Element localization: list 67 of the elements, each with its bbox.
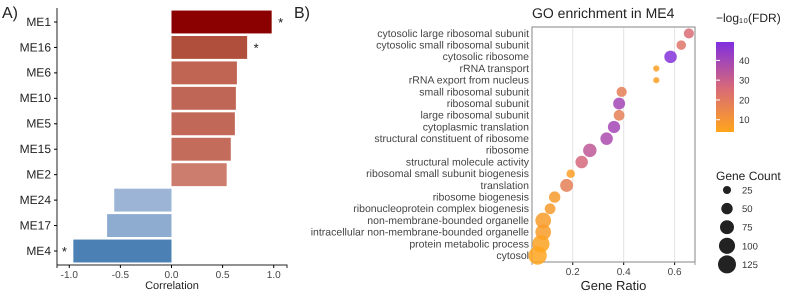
x-tick-label: 0.6 [668,267,682,278]
bar [171,112,235,136]
legend-label: 125 [742,260,758,271]
bar [171,138,231,161]
y-tick-label: ribosomal subunit [446,98,530,110]
y-tick-label: ME6 [26,66,52,80]
legend-title: Gene Count [716,169,782,183]
y-tick-label: cytosol [496,250,529,262]
annotation: * [254,40,259,56]
y-tick-label: protein metabolic process [409,238,529,250]
x-tick-label: -0.5 [112,270,130,282]
y-tick-label: structural molecule activity [406,156,530,168]
y-tick-label: ribosome [486,144,530,157]
x-axis-title: Correlation [145,280,199,292]
color-bar-label: 30 [739,76,750,87]
y-tick-label: cytoplasmic translation [422,121,530,134]
y-tick-label: structural constituent of ribosome [374,133,530,146]
annotation: * [62,244,67,260]
color-bar-label: 10 [739,115,750,126]
y-tick-label: ME16 [20,40,52,54]
y-tick-label: ME10 [20,91,52,106]
x-tick-label: 0.4 [616,267,632,278]
x-tick-label: -1.0 [60,270,78,282]
y-tick-label: cytosolic small ribosomal subunit [376,39,530,52]
legend-label: 75 [742,222,753,234]
bar [114,188,172,212]
color-bar-label: 20 [739,95,750,106]
y-tick-label: small ribosomal subunit [419,86,530,98]
x-tick-label: 1.0 [266,270,282,282]
legend-label: 100 [742,241,758,252]
y-tick-label: intracellular non-membrane-bounded organelle [310,226,530,239]
bar [73,240,172,262]
y-tick-label: ribosome biogenesis [432,191,529,204]
y-tick-label: non-membrane-bounded organelle [367,214,530,227]
y-tick-label: translation [480,180,530,192]
bar [107,214,172,238]
color-bar-title: −log₁₀(FDR) [716,11,781,25]
legend-label: 50 [742,204,753,216]
y-tick-label: ME4 [26,244,52,258]
legend-label: 25 [742,186,753,196]
y-tick-label: ME2 [26,168,52,182]
x-axis-title: Gene Ratio [580,278,646,293]
bar [171,86,236,110]
x-tick-label: 0.5 [216,270,230,282]
y-tick-label: ME24 [20,192,52,207]
chart-title: GO enrichment in ME4 [532,5,675,21]
y-tick-label: ME1 [26,14,52,29]
y-tick-label: rRNA export from nucleus [408,74,529,87]
y-tick-label: ME5 [26,116,52,131]
color-bar-label: 40 [739,56,750,67]
bar [171,36,248,59]
bar [171,61,237,84]
y-tick-label: cytosolic ribosome [442,51,530,64]
y-tick-label: ME17 [20,218,52,232]
x-tick-label: 0.2 [566,267,580,278]
y-tick-label: ME15 [20,142,52,156]
bar [171,10,272,34]
y-tick-label: ribonucleoprotein complex biogenesis [353,203,529,216]
y-tick-label: ribosomal small subunit biogenesis [366,168,529,180]
y-tick-label: rRNA transport [460,62,530,75]
chart-title: A) [2,5,18,22]
bar [171,163,227,186]
x-tick-label: 0.0 [164,270,179,282]
y-tick-label: large ribosomal subunit [420,110,530,122]
text: B) [294,5,310,22]
annotation: * [278,14,284,30]
y-tick-label: cytosolic large ribosomal subunit [377,28,530,40]
